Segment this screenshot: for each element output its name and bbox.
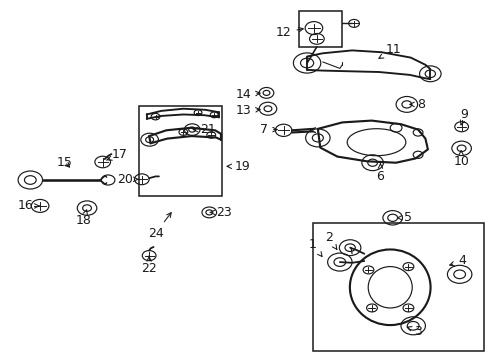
Text: 15: 15 xyxy=(57,156,72,168)
Bar xyxy=(299,11,342,47)
Text: 24: 24 xyxy=(147,213,171,240)
Text: 4: 4 xyxy=(449,255,465,267)
Text: 16: 16 xyxy=(18,199,39,212)
Text: 21: 21 xyxy=(193,123,215,136)
Text: 6: 6 xyxy=(376,164,384,183)
Text: 22: 22 xyxy=(141,256,157,275)
Text: 7: 7 xyxy=(260,123,277,136)
Text: 8: 8 xyxy=(409,98,425,111)
Text: 9: 9 xyxy=(459,108,468,125)
Text: 5: 5 xyxy=(397,211,411,224)
Bar xyxy=(139,106,222,196)
Text: 12: 12 xyxy=(275,26,303,39)
Text: 3: 3 xyxy=(407,325,421,338)
Text: 14: 14 xyxy=(235,88,260,101)
Text: 23: 23 xyxy=(210,206,231,219)
Text: 10: 10 xyxy=(452,150,468,168)
Text: 17: 17 xyxy=(106,148,127,161)
Text: 18: 18 xyxy=(75,210,91,227)
Text: 11: 11 xyxy=(378,43,400,58)
Text: 1: 1 xyxy=(308,238,322,256)
Text: 19: 19 xyxy=(226,160,249,173)
Text: 2: 2 xyxy=(324,231,336,249)
Bar xyxy=(312,223,483,351)
Text: 13: 13 xyxy=(235,104,260,117)
Text: 20: 20 xyxy=(117,173,138,186)
